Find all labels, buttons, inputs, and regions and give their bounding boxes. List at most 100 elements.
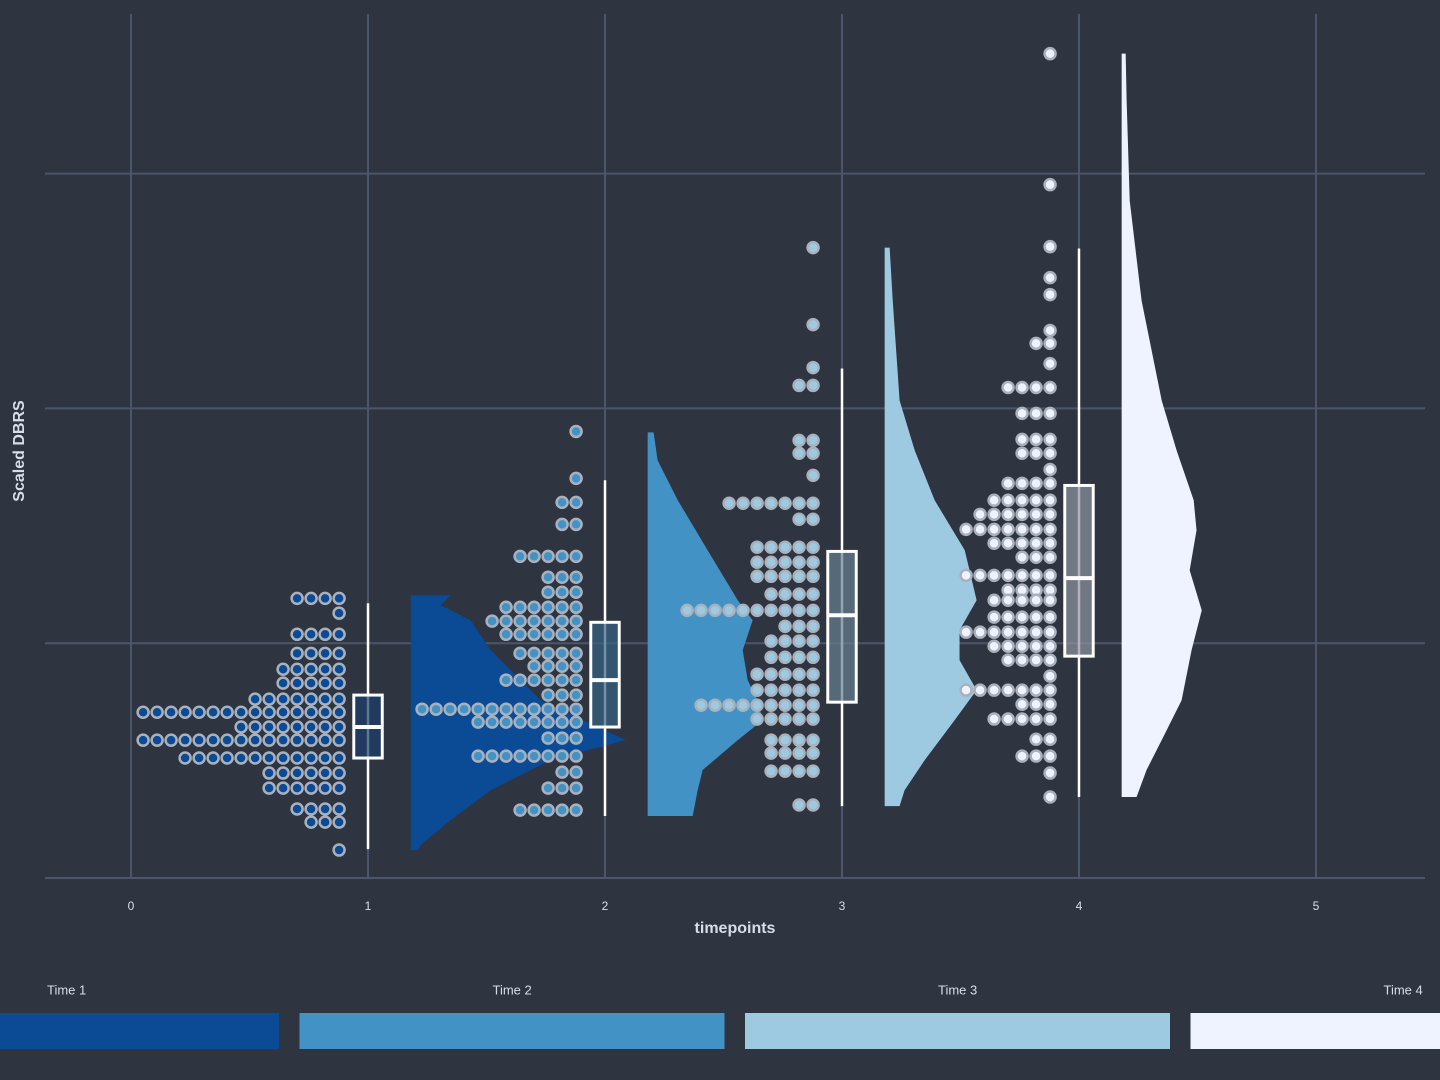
density [647,432,763,817]
box-backing [592,623,618,726]
dot [569,517,583,532]
dot [1001,536,1015,550]
dot [806,712,820,726]
box-backing [1066,486,1092,655]
dot [1015,610,1029,624]
dot [555,749,569,763]
dot [1015,522,1029,537]
dot [192,733,206,747]
dot [555,585,569,600]
dot [192,751,206,765]
dot [206,733,220,747]
dot [569,659,583,673]
dot [722,496,736,511]
dot [318,662,332,677]
dot [1029,476,1043,491]
x-tick-label: 3 [839,899,846,913]
dot [304,751,318,765]
dot [792,698,806,712]
dot [1015,493,1029,507]
dot [555,570,569,584]
dot [1029,568,1043,583]
dot [750,569,764,584]
dot [555,781,569,795]
dot [290,766,304,780]
dot [806,540,820,554]
x-tick-label: 1 [365,899,372,913]
dot [736,496,750,511]
dot [569,715,583,729]
dot [1001,476,1015,491]
dot [262,781,276,795]
dot [708,698,722,712]
dot [248,751,262,765]
dot [1015,593,1029,608]
dot [987,639,1001,654]
dot [332,843,346,857]
x-axis-title: timepoints [695,920,776,937]
legend-label: Time 2 [493,982,532,997]
dot [1043,476,1057,491]
dot [764,712,778,726]
box-backing [829,552,855,701]
dot [527,549,541,564]
dot [764,733,778,747]
dot [1015,380,1029,395]
dot [499,702,513,716]
dot [778,733,792,747]
dot [332,646,346,661]
dot [234,751,248,765]
dot [750,667,764,681]
dot [164,705,178,719]
dot [220,705,234,719]
dot [778,634,792,648]
dot [792,555,806,569]
dot [569,549,583,564]
dot [429,702,443,716]
dot [569,471,583,486]
dot [485,614,499,628]
dot [541,715,555,729]
dot [708,603,722,618]
cloud-group [959,46,1202,804]
dot [1043,790,1057,804]
box [826,549,858,704]
dot [318,781,332,795]
dot [1043,380,1057,395]
dot [959,522,973,537]
dot [527,646,541,661]
dot [332,705,346,719]
dot [332,781,346,795]
dot [1029,639,1043,654]
dot [1043,493,1057,507]
dot [1029,446,1043,461]
dot [1015,712,1029,726]
dot [290,676,304,690]
dot [513,715,527,729]
dot [262,751,276,765]
dot [555,673,569,687]
dot [1015,550,1029,565]
dot [569,731,583,745]
dot [750,540,764,554]
dot [694,698,708,712]
dot [513,749,527,763]
dot [541,688,555,702]
dot [764,667,778,681]
dot [1001,568,1015,583]
dot [764,746,778,760]
dot [1043,653,1057,667]
dot [332,627,346,642]
dot [332,751,346,765]
dot [764,634,778,648]
dot [1043,749,1057,763]
dot [792,446,806,461]
dot [1029,493,1043,507]
dot [1029,432,1043,447]
dot [569,781,583,795]
dot [248,705,262,719]
dot [806,360,820,375]
dot [499,627,513,642]
dot [1029,610,1043,624]
dot [792,798,806,812]
